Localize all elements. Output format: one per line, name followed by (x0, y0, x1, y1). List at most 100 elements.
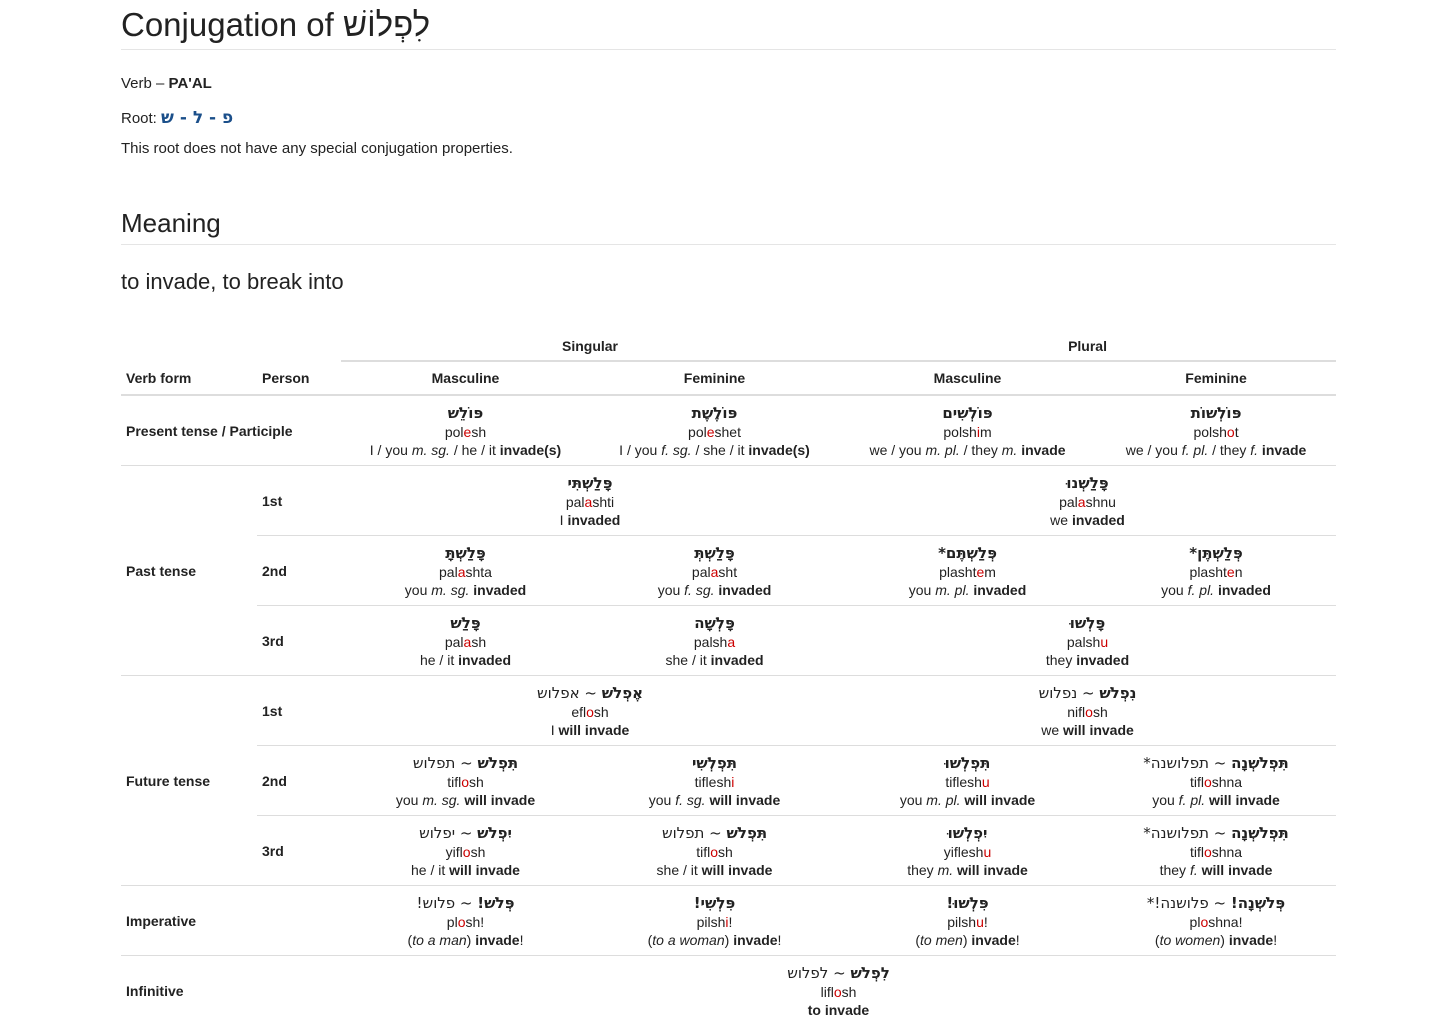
translation-verb: will invade (558, 722, 629, 738)
translation-gender: f. sg. (684, 582, 714, 598)
hebrew-pointed: פָּלַשְׁתְּ (694, 544, 735, 562)
translation-text: you (1161, 582, 1187, 598)
verb-type: Verb – PA'AL (121, 75, 1336, 92)
translit-stress: o (710, 844, 718, 860)
translit-part: polsh (1193, 424, 1226, 440)
hebrew-plain: ~ פלושנה!* (1147, 894, 1231, 912)
translation: (to a woman) invade! (590, 931, 839, 949)
hebrew-plain: ~ תפלוש (662, 824, 727, 842)
transliteration: palshu (839, 633, 1336, 651)
person-label: 3rd (257, 816, 341, 886)
translation: we invaded (839, 511, 1336, 529)
hebrew-form: תִּפְלֹשׁ ~ תפלוש (590, 823, 839, 843)
translation-text: they (1046, 652, 1076, 668)
translation-addressee: to men (920, 932, 963, 948)
hebrew-pointed: פָּלַשְׁתִּי (568, 474, 613, 492)
translation-gender: m. sg. (412, 442, 450, 458)
translit-part: tifl (1190, 774, 1204, 790)
hebrew-plain: ~ אפלוש (537, 684, 602, 702)
hebrew-form: פָּלְשׁוּ (839, 613, 1336, 633)
hebrew-pointed: תִּפְלְשִׁי (692, 754, 737, 772)
hebrew-form: פָּלַשְׁתִּי (341, 473, 839, 493)
hebrew-plain: ~ פלוש! (417, 894, 478, 912)
translation-text: they (1160, 862, 1190, 878)
translation-verb: invaded (567, 512, 620, 528)
translit-part: plasht (939, 564, 976, 580)
hebrew-pointed: תִּפְלֹשְׁנָה (1231, 824, 1289, 842)
translit-stress: o (1204, 844, 1212, 860)
hebrew-plain: ~ לפלוש (787, 964, 850, 982)
hebrew-form: פִּלְשִׁי! (590, 893, 839, 913)
hebrew-form: יִפְלְשׁוּ (839, 823, 1096, 843)
header-pl-masculine: Masculine (839, 361, 1096, 395)
translit-part: ! (984, 914, 988, 930)
translit-stress: o (586, 704, 594, 720)
translation: you f. sg. invaded (590, 581, 839, 599)
hebrew-form: פּוֹלְשׁוֹת (1096, 403, 1336, 423)
hebrew-form: פְּלֹשְׁנָה! ~ פלושנה!* (1096, 893, 1336, 913)
translation-addressee: to women (1160, 932, 1221, 948)
translit-part: shnu (1086, 494, 1116, 510)
translit-part: lifl (821, 984, 834, 1000)
hebrew-pointed: פָּלַשְׁנוּ (1066, 474, 1108, 492)
translit-part: pol (445, 424, 464, 440)
translation-verb: invaded (718, 582, 771, 598)
hebrew-pointed: תִּפְלְשׁוּ (945, 754, 991, 772)
translit-part: n (1235, 564, 1243, 580)
translit-part: polsh (943, 424, 976, 440)
hebrew-pointed: פִּלְשׁוּ! (946, 894, 988, 912)
translit-part: shet (715, 424, 741, 440)
row-label-future: Future tense (121, 676, 257, 886)
transliteration: tifleshu (839, 773, 1096, 791)
translation-text: we (1050, 512, 1072, 528)
translation: they f. will invade (1096, 861, 1336, 879)
translation-gender: f. pl. (1179, 792, 1205, 808)
translation: you f. pl. invaded (1096, 581, 1336, 599)
translation-verb: invaded (1072, 512, 1125, 528)
translit-stress: i (731, 774, 734, 790)
translation-text: you (405, 582, 431, 598)
translit-stress: o (1204, 774, 1212, 790)
translation-verb: invade (1258, 442, 1306, 458)
translation: they m. will invade (839, 861, 1096, 879)
translit-part: pl (447, 914, 458, 930)
translation-text: / they (960, 442, 1002, 458)
root-link[interactable]: פ - ל - ש (161, 108, 233, 128)
translation-verb: invade(s) (500, 442, 561, 458)
translation-verb: will invade (464, 792, 535, 808)
hebrew-pointed: פְּלֹשְׁנָה! (1231, 894, 1285, 912)
hebrew-form: פּוֹלְשִׁים (839, 403, 1096, 423)
translit-part: palsh (694, 634, 727, 650)
person-label: 1st (257, 676, 341, 746)
translit-part: pol (688, 424, 707, 440)
hebrew-form: נִפְלֹשׁ ~ נפלוש (839, 683, 1336, 703)
header-pl-feminine: Feminine (1096, 361, 1336, 395)
transliteration: tiflosh (590, 843, 839, 861)
translation-gender: f. (1250, 442, 1258, 458)
translit-part: sh (469, 774, 484, 790)
translit-part: shna (1212, 774, 1242, 790)
translation-verb: invaded (711, 652, 764, 668)
translit-stress: o (458, 914, 466, 930)
person-label: 3rd (257, 606, 341, 676)
translation-verb: invade (971, 932, 1015, 948)
translation-verb: invaded (473, 582, 526, 598)
header-plural: Plural (839, 323, 1336, 361)
translit-part: shna (1212, 844, 1242, 860)
translit-part: yiflesh (944, 844, 984, 860)
hebrew-pointed: פְּלַשְׁתֶּן* (1189, 544, 1243, 562)
hebrew-form: פָּלְשָׁה (590, 613, 839, 633)
translation-text: she / it (665, 652, 710, 668)
transliteration: yiflosh (341, 843, 590, 861)
translit-part: shta (466, 564, 492, 580)
translation-verb: invaded (458, 652, 511, 668)
translit-stress: o (463, 844, 471, 860)
